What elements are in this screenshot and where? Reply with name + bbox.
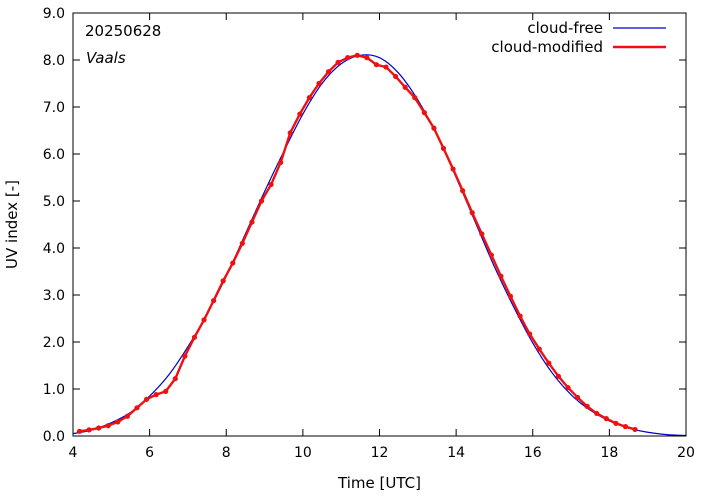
data-point-cloud-modified <box>345 55 351 61</box>
data-point-cloud-modified <box>201 317 207 323</box>
data-point-cloud-modified <box>325 69 332 75</box>
x-tick-label: 18 <box>600 445 618 461</box>
data-point-cloud-modified <box>278 159 284 166</box>
y-tick-label: 7.0 <box>43 100 65 116</box>
data-point-cloud-modified <box>574 394 581 401</box>
date-annotation: 20250628 <box>85 22 161 40</box>
data-point-cloud-modified <box>527 331 533 337</box>
data-point-cloud-modified <box>182 353 188 359</box>
y-tick-label: 1.0 <box>43 382 65 398</box>
data-point-cloud-modified <box>546 360 552 366</box>
data-point-cloud-modified <box>306 95 312 101</box>
data-point-cloud-modified <box>143 396 150 402</box>
data-point-cloud-modified <box>440 145 447 151</box>
data-point-cloud-modified <box>632 426 638 433</box>
x-tick-label: 6 <box>145 445 154 461</box>
data-point-cloud-modified <box>86 427 92 433</box>
data-point-cloud-modified <box>584 403 590 409</box>
data-point-cloud-modified <box>220 278 226 284</box>
x-tick-label: 14 <box>447 445 465 461</box>
data-point-cloud-modified <box>287 130 293 136</box>
y-tick-label: 6.0 <box>43 147 65 163</box>
data-point-cloud-modified <box>488 252 494 258</box>
data-point-cloud-modified <box>383 64 389 70</box>
y-tick-label: 0.0 <box>43 429 65 445</box>
plot-series <box>72 52 687 437</box>
data-point-cloud-modified <box>431 125 437 131</box>
y-tick-label: 5.0 <box>43 194 65 210</box>
data-point-cloud-modified <box>115 419 121 425</box>
data-point-cloud-modified <box>249 219 255 225</box>
data-point-cloud-modified <box>450 166 456 172</box>
y-tick-label: 9.0 <box>43 6 65 22</box>
series-line-cloud-modified <box>79 54 636 433</box>
y-tick-label: 8.0 <box>43 53 65 69</box>
data-point-cloud-modified <box>211 298 217 304</box>
plot-frame <box>72 12 687 437</box>
data-point-cloud-modified <box>402 84 408 90</box>
legend-label-cloud-modified: cloud-modified <box>491 38 603 56</box>
data-point-cloud-modified <box>354 52 360 58</box>
data-point-cloud-modified <box>297 111 303 117</box>
legend: cloud-free cloud-modified <box>491 19 666 56</box>
axis-ticks <box>72 12 687 437</box>
x-tick-label: 8 <box>222 445 231 461</box>
data-point-cloud-modified <box>469 210 475 216</box>
data-point-cloud-modified <box>594 410 600 417</box>
data-point-cloud-modified <box>316 80 322 87</box>
data-point-cloud-modified <box>373 62 380 68</box>
y-axis-title: UV index [-] <box>3 180 21 269</box>
data-point-cloud-modified <box>421 110 427 116</box>
data-point-cloud-modified <box>565 384 571 391</box>
x-tick-label: 16 <box>524 445 542 461</box>
data-point-cloud-modified <box>555 373 562 379</box>
data-point-cloud-modified <box>153 392 159 398</box>
x-tick-label: 20 <box>677 445 695 461</box>
data-point-cloud-modified <box>412 95 418 101</box>
axis-tick-labels: 4 6 8 10 12 14 16 18 20 0.0 1.0 2.0 3.0 4.0 5.0 6.0 7.0 8… <box>43 6 695 461</box>
data-point-cloud-modified <box>258 198 265 204</box>
x-tick-label: 10 <box>294 445 312 461</box>
data-point-cloud-modified <box>239 240 245 246</box>
data-point-cloud-modified <box>191 334 198 340</box>
data-point-cloud-modified <box>517 313 523 319</box>
data-point-cloud-modified <box>268 181 274 188</box>
data-point-cloud-modified <box>163 388 169 394</box>
y-tick-label: 3.0 <box>43 288 65 304</box>
data-point-cloud-modified <box>76 428 83 434</box>
legend-label-cloud-free: cloud-free <box>527 19 603 37</box>
data-point-cloud-modified <box>622 424 629 430</box>
data-point-cloud-modified <box>96 425 102 431</box>
x-axis-title: Time [UTC] <box>337 474 421 492</box>
x-tick-label: 4 <box>69 445 78 461</box>
data-point-cloud-modified <box>335 59 341 65</box>
data-point-cloud-modified <box>460 188 466 194</box>
data-point-cloud-modified <box>536 346 542 352</box>
data-point-cloud-modified <box>105 423 111 429</box>
y-tick-label: 4.0 <box>43 241 65 257</box>
data-point-cloud-modified <box>124 413 130 419</box>
data-point-cloud-modified <box>479 231 485 237</box>
location-annotation: Vaals <box>86 49 126 67</box>
y-tick-label: 2.0 <box>43 335 65 351</box>
data-point-cloud-modified <box>230 260 236 266</box>
series-line-cloud-free <box>72 54 687 437</box>
data-point-cloud-modified <box>172 376 178 382</box>
data-point-cloud-modified <box>613 420 619 426</box>
data-point-cloud-modified <box>507 293 514 300</box>
data-point-cloud-modified <box>134 405 140 411</box>
data-point-cloud-modified <box>364 55 370 61</box>
data-point-cloud-modified <box>392 73 399 80</box>
x-tick-label: 12 <box>371 445 389 461</box>
data-point-cloud-modified <box>498 273 504 279</box>
data-point-cloud-modified <box>603 416 609 422</box>
